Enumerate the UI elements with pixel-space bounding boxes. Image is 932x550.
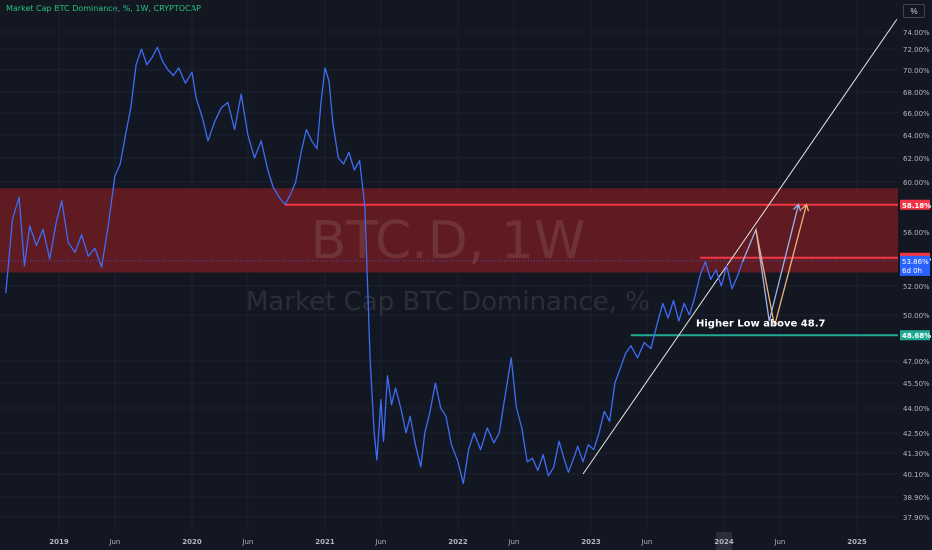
current-price-tag-bg bbox=[900, 255, 930, 276]
support-tag-bg bbox=[900, 330, 930, 341]
watermark-symbol: BTC.D, 1W bbox=[311, 211, 586, 271]
current-date-marker bbox=[716, 532, 732, 550]
y-tick-label: 70.00% bbox=[903, 67, 930, 75]
dominance-series bbox=[5, 46, 744, 485]
projection-arrowhead-1 bbox=[793, 203, 802, 212]
x-tick-label: 2024 bbox=[714, 538, 734, 546]
x-tick-label: 2019 bbox=[49, 538, 69, 546]
y-tick-label: 42.50% bbox=[903, 430, 930, 438]
y-tick-label: 64.00% bbox=[903, 132, 930, 140]
percent-scale-button[interactable]: % bbox=[903, 4, 925, 18]
x-tick-label: Jun bbox=[773, 538, 785, 546]
y-tick-label: 74.00% bbox=[903, 29, 930, 37]
dominance-line bbox=[5, 46, 744, 485]
watermark-name: Market Cap BTC Dominance, % bbox=[246, 287, 650, 317]
x-tick-label: Jun bbox=[241, 538, 253, 546]
x-tick-label: 2022 bbox=[448, 538, 468, 546]
x-tick-label: 2020 bbox=[182, 538, 202, 546]
x-tick-label: Jun bbox=[640, 538, 652, 546]
y-tick-label: 44.00% bbox=[903, 405, 930, 413]
x-tick-label: 2025 bbox=[847, 538, 867, 546]
resistance-tag-bg bbox=[900, 199, 930, 210]
y-tick-label: 68.00% bbox=[903, 89, 930, 97]
y-tick-label: 40.10% bbox=[903, 471, 930, 479]
higher-low-annotation: Higher Low above 48.7 bbox=[696, 319, 826, 330]
projection-arrows bbox=[742, 203, 810, 326]
y-tick-label: 62.00% bbox=[903, 155, 930, 163]
x-tick-label: Jun bbox=[507, 538, 519, 546]
trendline-line bbox=[582, 18, 898, 475]
x-tick-label: 2023 bbox=[581, 538, 601, 546]
projection-path-2 bbox=[755, 204, 808, 326]
y-tick-label: 60.00% bbox=[903, 179, 930, 187]
current-price-tag-label: 53.86% bbox=[902, 258, 929, 266]
price-tags: 58.18%54.09%48.68%53.86%6d 0h bbox=[900, 199, 931, 341]
y-tick-label: 37.90% bbox=[903, 514, 930, 522]
x-axis: 2019 Jun 2020 Jun 2021 Jun 2022 Jun 2023 Jun 2024 J… bbox=[49, 532, 867, 550]
y-tick-label: 66.00% bbox=[903, 110, 930, 118]
y-axis: 74.00% 72.00% 70.00% 68.00% 66.00% 64.00% 62.0… bbox=[903, 29, 930, 522]
trendline bbox=[582, 18, 898, 475]
projection-path-1 bbox=[742, 204, 800, 322]
x-tick-label: 2021 bbox=[315, 538, 335, 546]
resistance-tag-label: 58.18% bbox=[902, 202, 931, 210]
y-tick-label: 52.00% bbox=[903, 283, 930, 291]
projection-arrowhead-2 bbox=[800, 203, 810, 212]
y-tick-label: 38.90% bbox=[903, 494, 930, 502]
y-tick-label: 50.00% bbox=[903, 312, 930, 320]
x-tick-label: Jun bbox=[108, 538, 120, 546]
annotations: Higher Low above 48.7 bbox=[696, 319, 826, 330]
y-tick-label: 56.00% bbox=[903, 229, 930, 237]
y-tick-label: 45.50% bbox=[903, 380, 930, 388]
chart-title: Market Cap BTC Dominance, %, 1W, CRYPTOC… bbox=[6, 4, 201, 13]
x-tick-label: Jun bbox=[374, 538, 386, 546]
horizontal-levels bbox=[0, 203, 898, 337]
support-tag-label: 48.68% bbox=[902, 332, 931, 340]
y-tick-label: 41.30% bbox=[903, 450, 930, 458]
countdown-label: 6d 0h bbox=[902, 267, 922, 275]
y-tick-label: 72.00% bbox=[903, 46, 930, 54]
y-tick-label: 47.00% bbox=[903, 358, 930, 366]
